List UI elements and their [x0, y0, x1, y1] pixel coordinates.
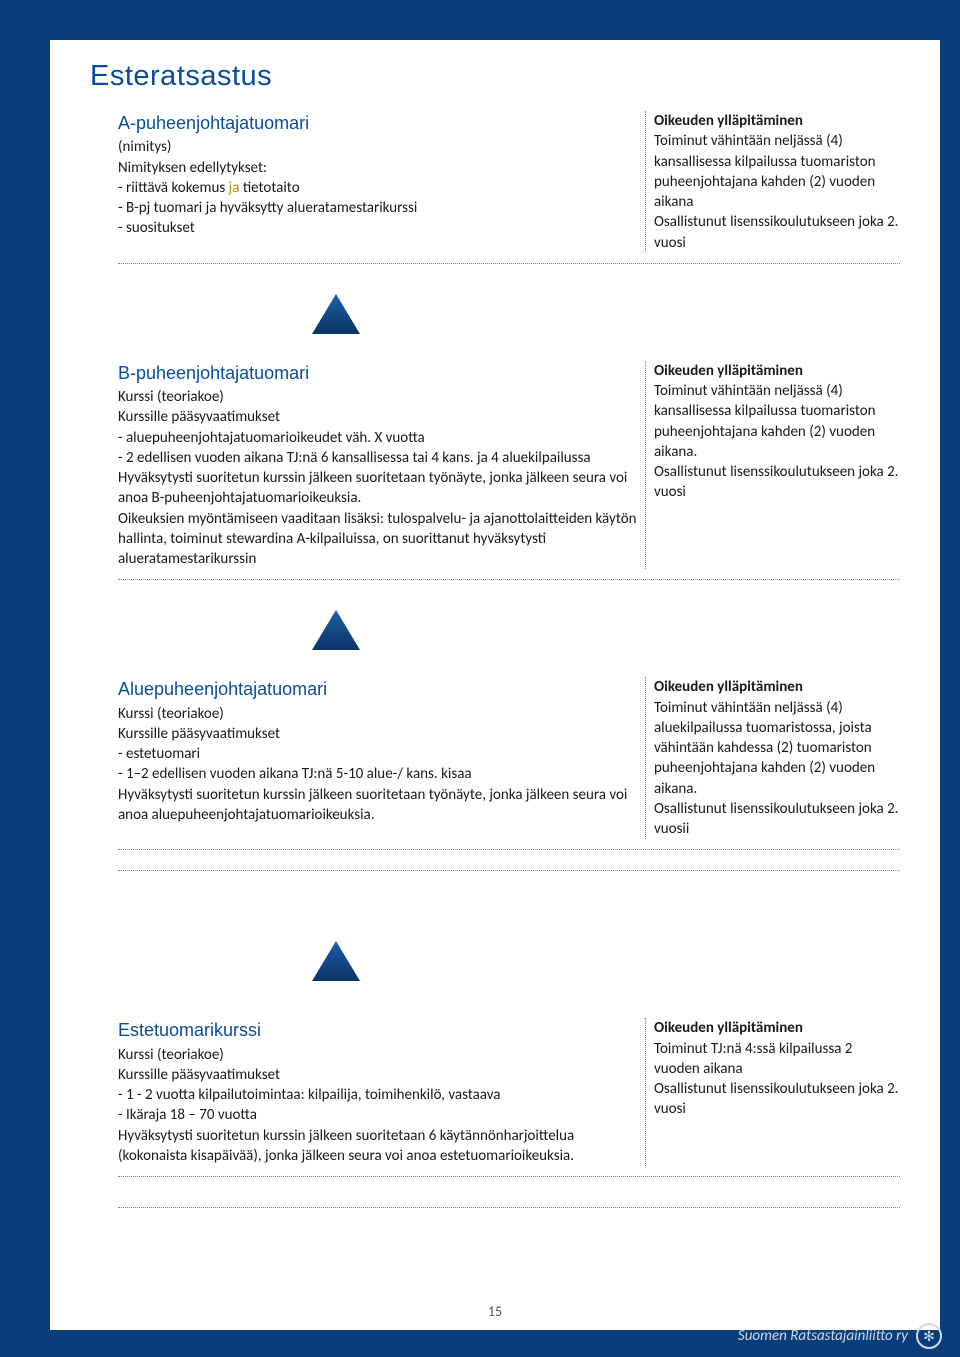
- section-a-heading: A-puheenjohtajatuomari: [118, 111, 637, 135]
- section-b-right: Oikeuden ylläpitäminen Toiminut vähintää…: [645, 361, 900, 570]
- footer-logo-icon: ✻: [916, 1323, 942, 1349]
- footer-org: Suomen Ratsastajainliitto ry ✻: [738, 1323, 942, 1349]
- section-alue-line1: - estetuomari: [118, 744, 637, 764]
- page-title: Esteratsastus: [90, 60, 900, 93]
- section-b-sub1: Kurssi (teoriakoe): [118, 387, 637, 407]
- section-b-right-body: Toiminut vähintään neljässä (4) kansalli…: [654, 381, 900, 462]
- extra-dotted-line: [118, 870, 900, 871]
- section-b-heading: B-puheenjohtajatuomari: [118, 361, 637, 385]
- section-alue: Aluepuheenjohtajatuomari Kurssi (teoriak…: [90, 677, 900, 871]
- section-a: A-puheenjohtajatuomari (nimitys) Nimityk…: [90, 111, 900, 264]
- section-este-left: Estetuomarikurssi Kurssi (teoriakoe) Kur…: [118, 1018, 645, 1166]
- section-alue-right-title: Oikeuden ylläpitäminen: [654, 677, 900, 697]
- section-a-sub2: Nimityksen edellytykset:: [118, 158, 637, 178]
- section-este-line2: - Ikäraja 18 – 70 vuotta: [118, 1105, 637, 1125]
- section-alue-line3: Hyväksytysti suoritetun kurssin jälkeen …: [118, 785, 637, 826]
- section-a-sub1: (nimitys): [118, 137, 637, 157]
- section-alue-right-body: Toiminut vähintään neljässä (4) aluekilp…: [654, 698, 900, 799]
- section-este-right: Oikeuden ylläpitäminen Toiminut TJ:nä 4:…: [645, 1018, 900, 1166]
- section-este: Estetuomarikurssi Kurssi (teoriakoe) Kur…: [90, 1018, 900, 1208]
- section-alue-body: Aluepuheenjohtajatuomari Kurssi (teoriak…: [118, 677, 900, 850]
- section-este-sub1: Kurssi (teoriakoe): [118, 1045, 637, 1065]
- section-este-right-body: Toiminut TJ:nä 4:ssä kilpailussa 2 vuode…: [654, 1039, 900, 1080]
- section-este-sub2: Kurssille pääsyvaatimukset: [118, 1065, 637, 1085]
- triangle-up-icon: [310, 939, 362, 983]
- triangle-2: [90, 588, 900, 677]
- section-alue-right: Oikeuden ylläpitäminen Toiminut vähintää…: [645, 677, 900, 839]
- section-b-line2: - 2 edellisen vuoden aikana TJ:nä 6 kans…: [118, 448, 637, 468]
- section-este-line3: Hyväksytysti suoritetun kurssin jälkeen …: [118, 1126, 637, 1167]
- section-este-right-title: Oikeuden ylläpitäminen: [654, 1018, 900, 1038]
- triangle-1: [90, 272, 900, 361]
- section-b-body: B-puheenjohtajatuomari Kurssi (teoriakoe…: [118, 361, 900, 581]
- section-este-right-body2: Osallistunut lisenssikoulutukseen joka 2…: [654, 1079, 900, 1120]
- section-alue-sub2: Kurssille pääsyvaatimukset: [118, 724, 637, 744]
- triangle-up-icon: [310, 608, 362, 652]
- section-a-right: Oikeuden ylläpitäminen Toiminut vähintää…: [645, 111, 900, 253]
- section-alue-left: Aluepuheenjohtajatuomari Kurssi (teoriak…: [118, 677, 645, 839]
- triangle-3: [90, 879, 900, 1018]
- extra-dotted-line-2: [118, 1207, 900, 1208]
- section-b: B-puheenjohtajatuomari Kurssi (teoriakoe…: [90, 361, 900, 581]
- page-number: 15: [50, 1303, 940, 1320]
- section-b-line4: Oikeuksien myöntämiseen vaaditaan lisäks…: [118, 509, 637, 570]
- section-b-right-body2: Osallistunut lisenssikoulutukseen joka 2…: [654, 462, 900, 503]
- page-paper: Esteratsastus A-puheenjohtajatuomari (ni…: [50, 40, 940, 1330]
- section-este-body: Estetuomarikurssi Kurssi (teoriakoe) Kur…: [118, 1018, 900, 1177]
- section-alue-sub1: Kurssi (teoriakoe): [118, 704, 637, 724]
- section-a-line1: - riittävä kokemus ja tietotaito: [118, 178, 637, 198]
- section-b-left: B-puheenjohtajatuomari Kurssi (teoriakoe…: [118, 361, 645, 570]
- section-b-right-title: Oikeuden ylläpitäminen: [654, 361, 900, 381]
- section-a-right-body2: Osallistunut lisenssikoulutukseen joka 2…: [654, 212, 900, 253]
- section-b-sub2: Kurssille pääsyvaatimukset: [118, 407, 637, 427]
- section-este-heading: Estetuomarikurssi: [118, 1018, 637, 1042]
- section-alue-heading: Aluepuheenjohtajatuomari: [118, 677, 637, 701]
- triangle-up-icon: [310, 292, 362, 336]
- section-a-left: A-puheenjohtajatuomari (nimitys) Nimityk…: [118, 111, 645, 253]
- section-a-line3: - suositukset: [118, 218, 637, 238]
- section-alue-right-body2: Osallistunut lisenssikoulutukseen joka 2…: [654, 799, 900, 840]
- section-este-line1: - 1 - 2 vuotta kilpailutoimintaa: kilpai…: [118, 1085, 637, 1105]
- footer-org-text: Suomen Ratsastajainliitto ry: [738, 1327, 908, 1345]
- section-a-right-title: Oikeuden ylläpitäminen: [654, 111, 900, 131]
- section-a-right-body: Toiminut vähintään neljässä (4) kansalli…: [654, 131, 900, 212]
- section-b-line3: Hyväksytysti suoritetun kurssin jälkeen …: [118, 468, 637, 509]
- section-a-line2: - B-pj tuomari ja hyväksytty alueratames…: [118, 198, 637, 218]
- section-a-body: A-puheenjohtajatuomari (nimitys) Nimityk…: [118, 111, 900, 264]
- section-b-line1: - aluepuheenjohtajatuomarioikeudet väh. …: [118, 428, 637, 448]
- section-alue-line2: - 1–2 edellisen vuoden aikana TJ:nä 5-10…: [118, 764, 637, 784]
